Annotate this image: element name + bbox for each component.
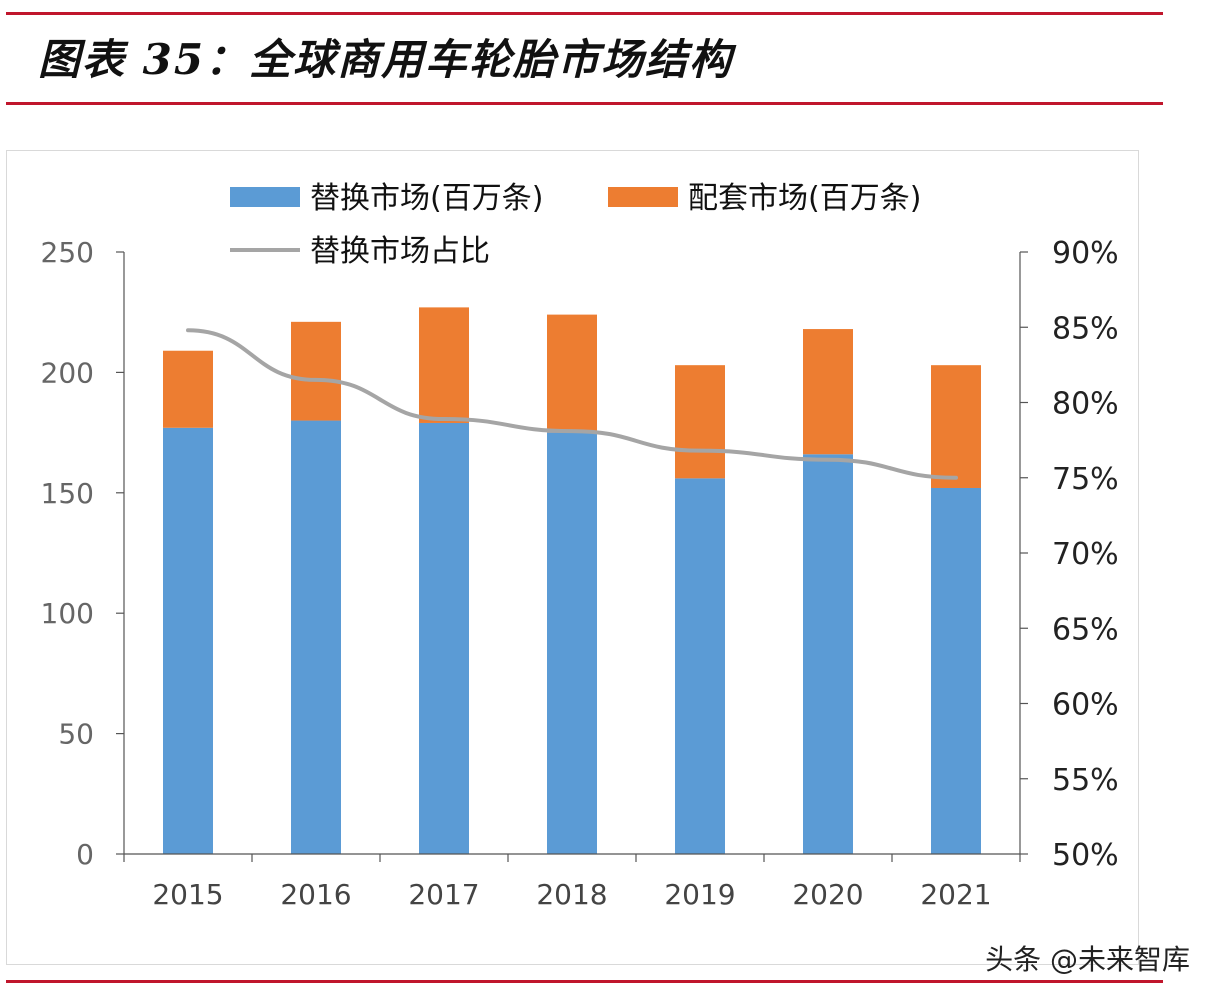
y-left-tick-50: 50	[58, 718, 94, 751]
bar-oem-2015	[163, 350, 213, 428]
bar-replacement-2016	[291, 420, 341, 854]
legend-swatch-0	[230, 187, 300, 207]
bar-replacement-2015	[163, 427, 213, 854]
chart-title: 图表 35：全球商用车轮胎市场结构	[38, 35, 734, 84]
chart-svg: 0 50 100 150 200 250 50% 55% 60% 65% 70% 75% 80% 85% 9…	[41, 181, 1119, 911]
legend-label-1: 配套市场(百万条)	[688, 181, 921, 216]
y-right-tick-85%: 85%	[1052, 311, 1119, 346]
bar-replacement-2021	[931, 487, 981, 854]
y-left-tick-100: 100	[41, 597, 94, 630]
watermark: 头条 @未来智库	[985, 943, 1190, 976]
title-underline	[6, 102, 1163, 105]
y-right-tick-90%: 90%	[1052, 236, 1119, 271]
bar-oem-2020	[803, 329, 853, 455]
x-tick-2016: 2016	[280, 878, 351, 911]
legend-label-2: 替换市场占比	[310, 234, 490, 269]
x-tick-2020: 2020	[792, 878, 863, 911]
x-tick-2018: 2018	[536, 878, 607, 911]
y-right-tick-80%: 80%	[1052, 387, 1119, 422]
bar-replacement-2020	[803, 454, 853, 854]
y-right-tick-50%: 50%	[1052, 838, 1119, 873]
y-right-tick-60%: 60%	[1052, 688, 1119, 723]
y-left-tick-0: 0	[76, 838, 94, 871]
y-left-tick-200: 200	[41, 356, 94, 389]
bar-oem-2021	[931, 365, 981, 488]
bar-oem-2017	[419, 307, 469, 423]
top-rule	[6, 12, 1163, 15]
y-right-tick-55%: 55%	[1052, 763, 1119, 798]
y-right-tick-65%: 65%	[1052, 612, 1119, 647]
chart-frame: 0 50 100 150 200 250 50% 55% 60% 65% 70% 75% 80% 85% 9…	[6, 150, 1139, 965]
y-left-tick-250: 250	[41, 236, 94, 269]
x-tick-2017: 2017	[408, 878, 479, 911]
bar-oem-2016	[291, 321, 341, 421]
legend-label-0: 替换市场(百万条)	[310, 181, 543, 216]
y-right-tick-70%: 70%	[1052, 537, 1119, 572]
bar-replacement-2017	[419, 422, 469, 854]
bottom-rule	[6, 980, 1163, 983]
y-left-tick-150: 150	[41, 477, 94, 510]
bar-replacement-2019	[675, 478, 725, 854]
y-right-tick-75%: 75%	[1052, 462, 1119, 497]
x-tick-2019: 2019	[664, 878, 735, 911]
bar-oem-2019	[675, 365, 725, 479]
bar-oem-2018	[547, 314, 597, 433]
bar-replacement-2018	[547, 432, 597, 854]
legend-swatch-1	[608, 187, 678, 207]
x-tick-2015: 2015	[152, 878, 223, 911]
x-tick-2021: 2021	[920, 878, 991, 911]
